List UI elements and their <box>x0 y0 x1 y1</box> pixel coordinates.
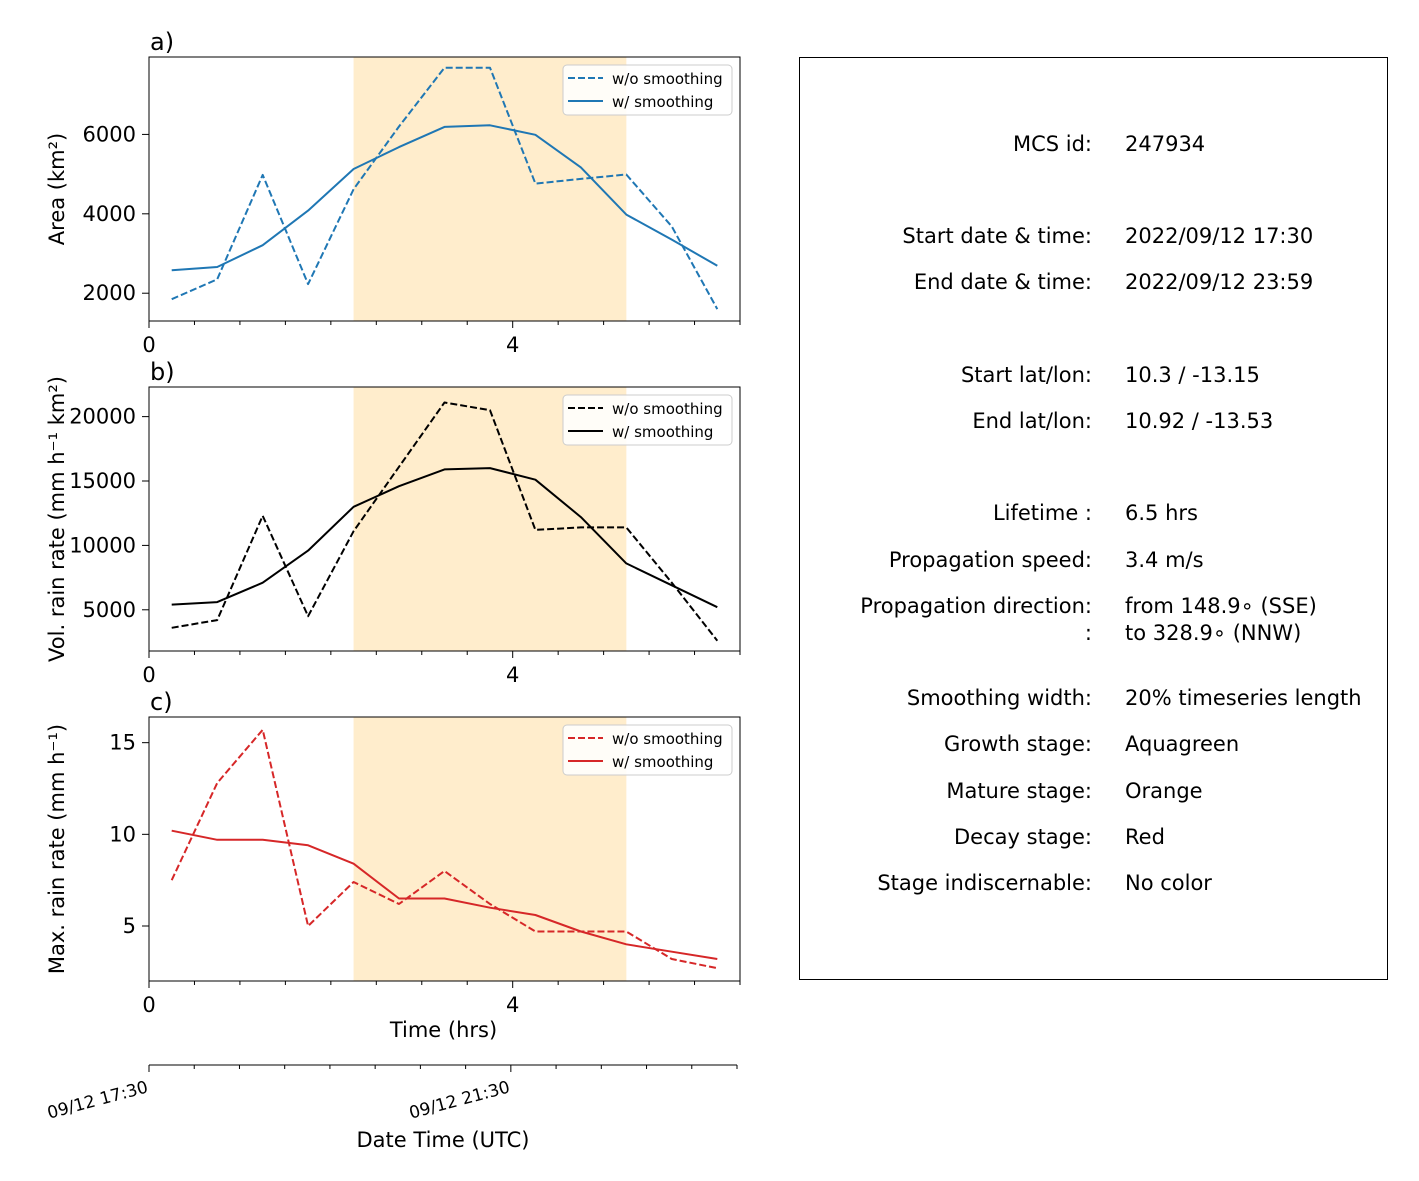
legend: w/o smoothing w/ smoothing <box>562 724 733 776</box>
plot-frame <box>148 716 741 982</box>
series-line-smoothed <box>171 829 718 960</box>
info-value: to 328.9∘ (NNW) <box>1125 621 1302 645</box>
chart-panel-c: 0 4 5 10 15 c) Max. rain rate (mm h⁻¹) w/o smoo… <box>45 688 741 1042</box>
info-value: 2022/09/12 23:59 <box>1125 270 1314 294</box>
panel-label: a) <box>150 28 174 56</box>
x-axis-label: Time (hrs) <box>389 1018 497 1042</box>
info-row-mcs-id: MCS id: 247934 <box>800 132 1387 156</box>
legend-entry-label: w/o smoothing <box>612 730 723 748</box>
info-label: Mature stage: <box>946 779 1092 803</box>
info-label: Decay stage: <box>954 825 1092 849</box>
info-row-growth-stage: Growth stage: Aquagreen <box>800 732 1387 756</box>
series-line-raw <box>171 66 719 310</box>
datetime-tick-label: 09/12 17:30 <box>45 1078 150 1124</box>
y-tick-label: 5000 <box>83 598 136 622</box>
legend-entry-label: w/ smoothing <box>612 753 713 771</box>
legend-box <box>562 64 733 116</box>
info-value: No color <box>1125 871 1212 895</box>
info-value: from 148.9∘ (SSE) <box>1125 594 1317 618</box>
plot-frame <box>148 56 741 322</box>
info-row-propagation-speed: Propagation speed: 3.4 m/s <box>800 548 1387 572</box>
info-row-mature-stage: Mature stage: Orange <box>800 779 1387 803</box>
panel-label: b) <box>150 358 175 386</box>
x-tick-label: 4 <box>506 333 519 357</box>
info-value: Orange <box>1125 779 1203 803</box>
info-row-propagation-direction: Propagation direction: from 148.9∘ (SSE) <box>800 594 1387 618</box>
series-line-raw <box>171 401 719 642</box>
info-row-start-latlon: Start lat/lon: 10.3 / -13.15 <box>800 363 1387 387</box>
legend-box <box>562 394 733 446</box>
y-tick-label: 20000 <box>69 405 136 429</box>
y-tick-label: 5 <box>123 914 136 938</box>
info-row-stage-indiscernable: Stage indiscernable: No color <box>800 871 1387 895</box>
x-tick-label: 4 <box>506 993 519 1017</box>
info-row-lifetime: Lifetime : 6.5 hrs <box>800 501 1387 525</box>
info-value: 3.4 m/s <box>1125 548 1204 572</box>
info-label: Smoothing width: <box>906 686 1092 710</box>
datetime-axis-label: Date Time (UTC) <box>357 1128 530 1152</box>
x-tick-label: 0 <box>142 663 155 687</box>
x-tick-label: 4 <box>506 663 519 687</box>
y-axis-label: Max. rain rate (mm h⁻¹) <box>45 724 69 974</box>
legend-entry-label: w/ smoothing <box>612 93 713 111</box>
info-label: : <box>1084 621 1092 645</box>
legend-entry-label: w/o smoothing <box>612 70 723 88</box>
datetime-axis: 09/12 17:30 09/12 21:30 Date Time (UTC) <box>45 1064 738 1152</box>
y-tick-label: 15000 <box>69 469 136 493</box>
mcs-info-panel: MCS id: 247934 Start date & time: 2022/0… <box>799 57 1388 980</box>
chart-panel-b: 0 4 5000 10000 15000 20000 b) Vol. rain rate (m… <box>45 358 741 687</box>
y-axis-label: Vol. rain rate (mm h⁻¹ km²) <box>45 376 69 662</box>
info-value: 2022/09/12 17:30 <box>1125 224 1314 248</box>
plot-frame <box>148 386 741 652</box>
info-value: Aquagreen <box>1125 732 1240 756</box>
y-tick-label: 15 <box>109 731 136 755</box>
legend-entry-label: w/o smoothing <box>612 400 723 418</box>
info-value: 10.3 / -13.15 <box>1125 363 1260 387</box>
info-label: Propagation direction: <box>860 594 1092 618</box>
y-tick-label: 2000 <box>83 281 136 305</box>
info-label: Stage indiscernable: <box>877 871 1092 895</box>
info-row-end-latlon: End lat/lon: 10.92 / -13.53 <box>800 409 1387 433</box>
y-tick-label: 10000 <box>69 533 136 557</box>
panel-label: c) <box>150 688 173 716</box>
legend: w/o smoothing w/ smoothing <box>562 394 733 446</box>
info-label: MCS id: <box>1012 132 1092 156</box>
info-label: Start date & time: <box>902 224 1092 248</box>
info-value: 10.92 / -13.53 <box>1125 409 1274 433</box>
legend: w/o smoothing w/ smoothing <box>562 64 733 116</box>
info-value: 6.5 hrs <box>1125 501 1198 525</box>
info-label: Lifetime : <box>992 501 1092 525</box>
y-tick-label: 4000 <box>83 202 136 226</box>
info-label: Start lat/lon: <box>960 363 1092 387</box>
x-tick-label: 0 <box>142 333 155 357</box>
info-label: End lat/lon: <box>972 409 1092 433</box>
info-value: 20% timeseries length <box>1125 686 1362 710</box>
x-tick-label: 0 <box>142 993 155 1017</box>
series-line-smoothed <box>171 467 718 609</box>
info-value: Red <box>1125 825 1165 849</box>
info-label: Propagation speed: <box>888 548 1092 572</box>
info-label: Growth stage: <box>943 732 1092 756</box>
y-axis-label: Area (km²) <box>45 133 69 245</box>
info-row-propagation-direction-to: : to 328.9∘ (NNW) <box>800 621 1387 645</box>
legend-box <box>562 724 733 776</box>
info-row-end-time: End date & time: 2022/09/12 23:59 <box>800 270 1387 294</box>
info-row-start-time: Start date & time: 2022/09/12 17:30 <box>800 224 1387 248</box>
series-line-smoothed <box>171 124 718 272</box>
info-label: End date & time: <box>913 270 1092 294</box>
info-row-decay-stage: Decay stage: Red <box>800 825 1387 849</box>
info-value: 247934 <box>1125 132 1206 156</box>
info-row-smoothing-width: Smoothing width: 20% timeseries length <box>800 686 1387 710</box>
legend-entry-label: w/ smoothing <box>612 423 713 441</box>
y-tick-label: 10 <box>109 822 136 846</box>
y-tick-label: 6000 <box>83 122 136 146</box>
datetime-tick-label: 09/12 21:30 <box>407 1078 512 1124</box>
